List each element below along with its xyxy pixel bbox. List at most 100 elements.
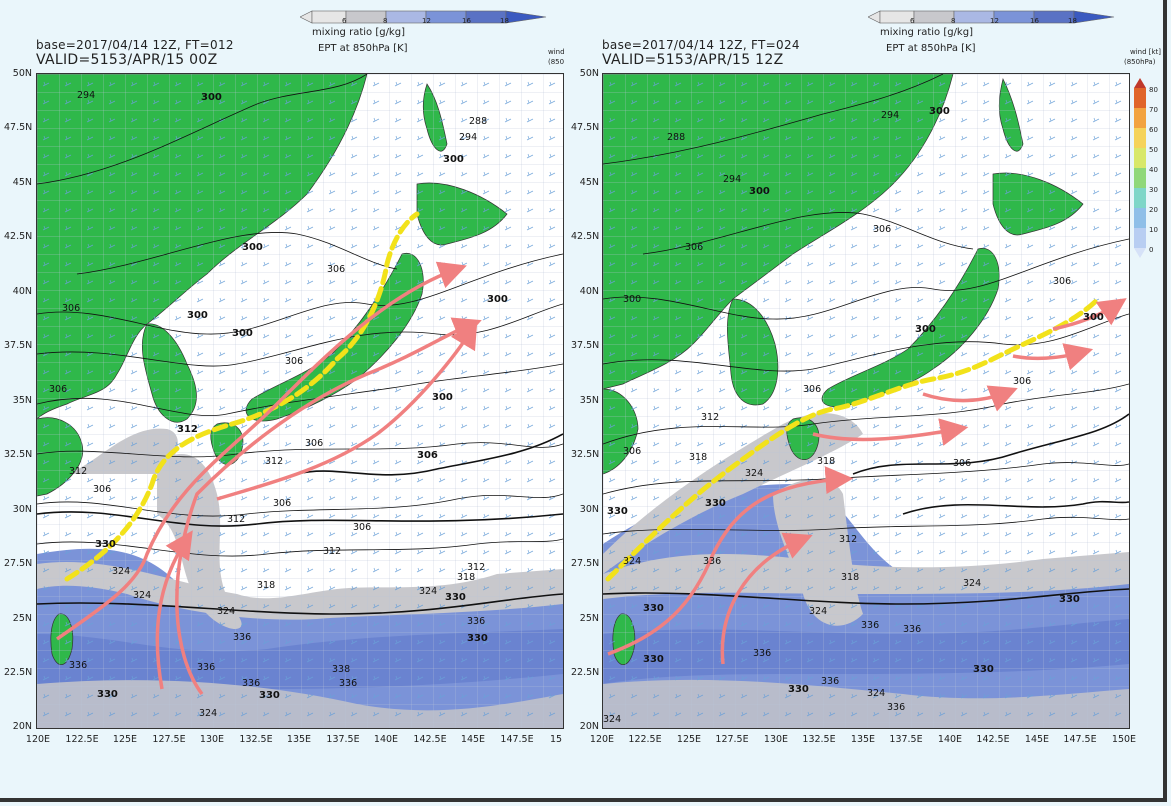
transport-arrow [1052,298,1127,331]
lat-tick: 22.5N [4,667,33,678]
wind-scale-tick: 30 [1149,186,1158,194]
lon-tick: 135E [286,734,312,745]
lat-tick: 40N [579,286,599,297]
contour-label: 324 [603,714,621,725]
colorbar-tick: 6 [910,17,915,25]
base-time-label: base=2017/04/14 12Z, FT=024 [602,38,800,52]
contour-label: 330 [467,633,488,644]
transport-arrow [155,530,193,690]
contour-label: 300 [432,392,453,403]
contour-label: 288 [667,132,685,143]
lat-tick: 45N [12,177,32,188]
contour-label: 318 [689,452,707,463]
wind-scale-tick: 80 [1149,86,1158,94]
contour-label: 336 [753,648,771,659]
contour-label: 306 [417,450,438,461]
contour-label: 324 [112,566,130,577]
lon-tick: 142.5E [976,734,1010,745]
colorbar-tick: 8 [383,17,388,25]
contour-label: 306 [49,384,67,395]
lat-tick: 47.5N [4,122,33,133]
lat-tick: 45N [579,177,599,188]
lon-tick: 122.5E [628,734,662,745]
lon-tick: 147.5E [500,734,534,745]
contour-label: 324 [745,468,763,479]
wind-scale-tick: 70 [1149,106,1158,114]
right-colorbar [868,10,1115,24]
lon-tick: 132.5E [802,734,836,745]
colorbar-title: mixing ratio [g/kg] [880,27,973,38]
contour-label: 330 [788,684,809,695]
contour-label: 336 [197,662,215,673]
lat-tick: 42.5N [571,231,600,242]
contour-label: 300 [487,294,508,305]
contour-label: 336 [887,702,905,713]
wind-label: wind [kt] [1130,48,1162,56]
contour-label: 318 [457,572,475,583]
contour-label: 336 [467,616,485,627]
contour-label: 324 [419,586,437,597]
lon-tick: 147.5E [1063,734,1097,745]
left-map: 294 300 288 294 300 306 300 306 300 300 … [36,73,564,729]
contour-label: 324 [623,556,641,567]
contour-label: 306 [803,384,821,395]
lat-tick: 20N [12,721,32,732]
lon-tick: 132.5E [239,734,273,745]
lat-tick: 37.5N [4,340,33,351]
contour-label: 330 [445,592,466,603]
wind-scale-tick: 50 [1149,146,1158,154]
contour-label: 294 [881,110,899,121]
contour-label: 336 [703,556,721,567]
contour-label: 312 [467,562,485,573]
wind-scale-tick: 0 [1149,246,1154,254]
lat-tick: 35N [579,395,599,406]
wind-scale-tick: 20 [1149,206,1158,214]
wind-sub-label: (850 [548,58,565,66]
contour-label: 338 [332,664,350,675]
contour-label: 336 [233,632,251,643]
lat-tick: 40N [12,286,32,297]
contour-label: 318 [817,456,835,467]
colorbar-tick: 18 [1068,17,1077,25]
colorbar-tick: 8 [951,17,956,25]
contour-label: 330 [95,539,116,550]
right-map: 288 294 294 300 300 306 306 300 300 306 … [602,73,1130,729]
lat-tick: 47.5N [571,122,600,133]
colorbar-tick: 16 [462,17,471,25]
contour-label: 306 [327,264,345,275]
contour-label: 336 [242,678,260,689]
contour-label: 324 [199,708,217,719]
ept-label: EPT at 850hPa [K] [886,43,976,54]
transport-arrow [812,418,969,446]
lat-tick: 30N [579,504,599,515]
lon-tick: 120E [25,734,51,745]
lon-tick: 137.5E [889,734,923,745]
contour-label: 330 [973,664,994,675]
lat-tick: 32.5N [571,449,600,460]
transport-arrow [720,532,813,665]
contour-label: 330 [705,498,726,509]
lat-tick: 50N [12,68,32,79]
lat-tick: 27.5N [4,558,33,569]
transport-arrow [216,319,478,501]
contour-label: 312 [323,546,341,557]
colorbar-title: mixing ratio [g/kg] [312,27,405,38]
lat-tick: 27.5N [571,558,600,569]
contour-label: 300 [929,106,950,117]
lat-tick: 37.5N [571,340,600,351]
lon-tick: 130E [763,734,789,745]
right-panel: 6 8 12 16 18 mixing ratio [g/kg] EPT at … [568,0,1163,760]
valid-time-label: VALID=5153/APR/15 12Z [602,52,784,68]
right-contour-labels: 288 294 294 300 300 306 306 300 300 306 … [603,106,1104,725]
contour-label: 336 [69,660,87,671]
lat-tick: 20N [579,721,599,732]
front-line [605,296,1101,582]
contour-label: 306 [685,242,703,253]
lat-tick: 35N [12,395,32,406]
contour-label: 312 [839,534,857,545]
lon-tick: 125E [676,734,702,745]
contour-label: 306 [873,224,891,235]
lon-tick: 125E [112,734,138,745]
contour-label: 300 [232,328,253,339]
contour-label: 312 [265,456,283,467]
